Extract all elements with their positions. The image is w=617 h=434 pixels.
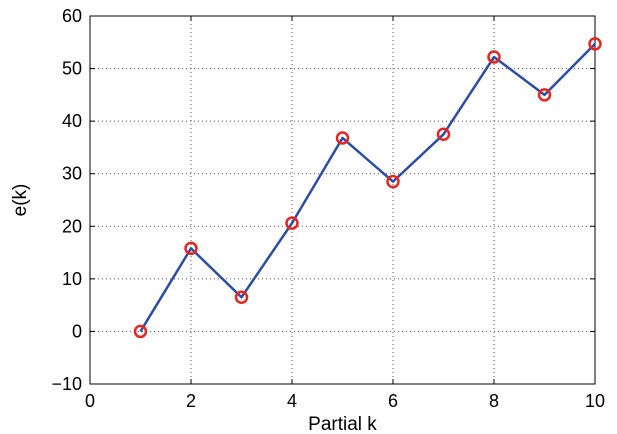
plot-frame [89,15,596,385]
data-point-marker [234,290,249,305]
y-tick-label: 0 [72,321,82,341]
data-markers [133,37,602,339]
data-point-marker [133,324,148,339]
grid-lines [90,16,595,384]
data-point-marker [487,50,501,64]
axis-ticks [89,15,596,385]
y-tick-label: 30 [62,164,82,184]
data-point-marker [285,216,299,230]
x-axis-label: Partial k [308,414,377,434]
x-tick-label: 0 [85,391,95,411]
x-tick-label: 10 [585,391,605,411]
data-point-marker [335,131,350,145]
x-tick-label: 8 [489,391,499,411]
y-axis-label: e(k) [10,184,31,217]
y-tick-label: 60 [62,6,82,26]
y-tick-label: −10 [51,374,82,394]
data-point-marker [436,127,451,142]
x-tick-label: 6 [388,391,398,411]
data-point-marker [386,174,400,189]
x-tick-label: 4 [287,391,297,411]
series-line [139,42,596,333]
x-tick-label: 2 [186,391,196,411]
y-tick-label: 40 [62,111,82,131]
data-point-marker [184,241,198,256]
data-point-marker [537,88,552,102]
y-tick-label: 50 [62,59,82,79]
data-point-marker [588,37,602,51]
y-tick-label: 10 [62,269,82,289]
y-tick-label: 20 [62,216,82,236]
